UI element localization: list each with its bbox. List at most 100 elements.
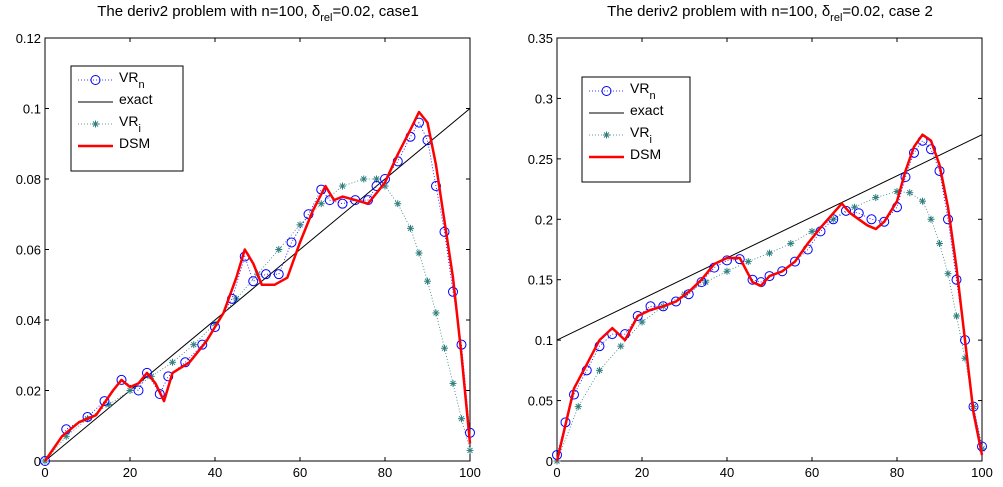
legend-item-vri: VRi (78, 113, 141, 135)
vri-point (394, 200, 402, 208)
series-exact-line (44, 108, 471, 462)
series-exact-line (556, 134, 983, 341)
plot-frame (556, 37, 983, 462)
x-tick-label: 100 (971, 465, 993, 480)
vrn-point (777, 266, 788, 277)
y-tick-label: 0 (34, 454, 41, 469)
series-vrn-line (44, 121, 471, 462)
vri-point (105, 401, 113, 409)
legend-item-vrn: VRn (589, 80, 656, 102)
vri-point (407, 224, 414, 232)
x-tick-label: 100 (459, 465, 481, 480)
vri-point (927, 215, 935, 223)
vri-point (638, 318, 646, 326)
legend-label: VRn (119, 69, 145, 91)
legend-marker (601, 86, 612, 96)
series-vrn-line (556, 140, 983, 456)
vri-point (126, 387, 134, 394)
x-tick-label: 40 (208, 465, 222, 480)
chart-title-case2: The deriv2 problem with n=100, δrel=0.02… (607, 3, 933, 24)
vri-point (936, 239, 943, 247)
vri-point (723, 267, 731, 275)
chart-case2: The deriv2 problem with n=100, δrel=0.02… (528, 3, 993, 480)
x-tick-label: 0 (553, 465, 560, 480)
x-tick-label: 0 (41, 465, 48, 480)
vri-point (574, 403, 582, 411)
y-tick-label: 0.1 (535, 333, 553, 348)
legend-label: VRi (630, 124, 652, 146)
series-dsm-line (43, 110, 472, 462)
y-tick-label: 0.08 (16, 172, 41, 187)
vrn-point (764, 271, 775, 282)
vri-point (851, 203, 858, 211)
vrn-point (926, 144, 936, 155)
y-tick-label: 0.25 (528, 152, 553, 167)
vri-point (766, 249, 773, 257)
vrn-point (116, 374, 127, 385)
chart-title-case1: The deriv2 problem with n=100, δrel=0.02… (97, 3, 419, 24)
vrn-point (273, 269, 284, 280)
x-tick-label: 40 (720, 465, 734, 480)
series-dsm-line (555, 133, 984, 462)
vrn-point (431, 181, 441, 192)
vri-point (190, 341, 198, 349)
vrn-point (133, 385, 144, 396)
vri-point (424, 277, 431, 285)
legend-box (581, 76, 691, 183)
legend-label: VRi (119, 113, 141, 135)
legend-marker (92, 120, 99, 128)
vri-point (906, 189, 914, 197)
vri-point (919, 197, 926, 205)
vri-point (466, 446, 474, 454)
vri-point (449, 379, 457, 387)
x-tick-label: 20 (123, 465, 137, 480)
legend-label: DSM (119, 135, 150, 151)
vri-point (458, 415, 465, 423)
vri-point (441, 344, 448, 352)
legend-label: exact (119, 91, 153, 107)
vrn-point (671, 296, 681, 307)
legend-item-dsm: DSM (78, 135, 150, 151)
vri-point (744, 258, 752, 266)
legend-box (70, 65, 184, 172)
y-tick-label: 0.12 (16, 31, 41, 46)
vrn-point (99, 396, 110, 407)
legend-label: DSM (630, 146, 661, 162)
vri-point (953, 312, 960, 320)
x-tick-label: 60 (293, 465, 307, 480)
vri-point (275, 246, 283, 253)
vri-point (373, 175, 380, 183)
vrn-point (286, 237, 297, 248)
vri-point (317, 200, 325, 208)
vrn-point (197, 339, 208, 350)
legend-item-exact: exact (78, 91, 153, 107)
legend-label: VRn (630, 80, 656, 102)
vri-point (787, 239, 795, 247)
vri-point (415, 249, 423, 257)
vri-point (617, 342, 625, 350)
y-tick-label: 0.06 (16, 243, 41, 258)
y-tick-label: 0.05 (528, 394, 553, 409)
vri-point (944, 270, 952, 278)
vrn-point (696, 277, 707, 288)
legend-item-exact: exact (589, 102, 664, 118)
series-vri-line (44, 178, 471, 462)
y-tick-label: 0.15 (528, 273, 553, 288)
vrn-point (632, 310, 643, 321)
x-tick-label: 60 (805, 465, 819, 480)
vrn-point (790, 256, 800, 267)
y-tick-label: 0.35 (528, 31, 553, 46)
legend-item-vrn: VRn (78, 69, 145, 91)
legend-item-vri: VRi (589, 124, 652, 146)
y-tick-label: 0.3 (535, 91, 553, 106)
vrn-point (248, 276, 259, 287)
y-tick-label: 0.04 (16, 313, 41, 328)
vri-point (339, 182, 346, 190)
vrn-point (261, 269, 271, 280)
x-tick-label: 20 (635, 465, 649, 480)
vri-point (808, 227, 816, 235)
x-tick-label: 80 (890, 465, 904, 480)
